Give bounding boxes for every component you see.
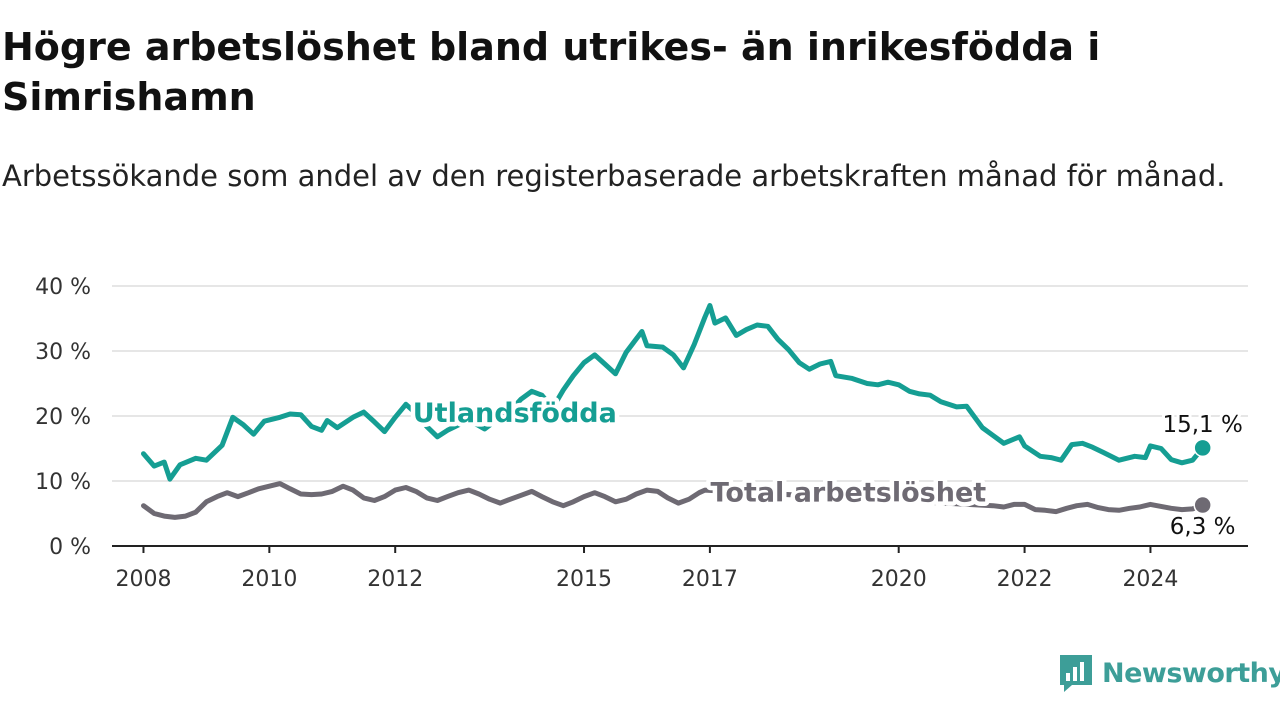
gridlines: [112, 285, 1248, 482]
end-point-markers: 15,1 % 6,3 %: [1159, 409, 1245, 543]
annotation-utlandsfodda: Utlandsfödda: [413, 398, 617, 429]
x-tick-label: 2012: [367, 567, 423, 592]
series-annotations: Utlandsfödda Total arbetslöshet: [408, 393, 991, 513]
chart-subtitle: Arbetssökande som andel av den registerb…: [2, 159, 1226, 193]
series-line-total: [141, 481, 1206, 520]
newsworthy-logo[interactable]: Newsworthy: [1058, 653, 1280, 693]
x-tick-label: 2015: [556, 567, 612, 592]
chart-title: Högre arbetslöshet bland utrikes- än inr…: [2, 25, 1101, 119]
series-line-utlandsfodda: [141, 303, 1206, 482]
annotation-total: Total arbetslöshet: [711, 478, 987, 509]
brand-name: Newsworthy: [1102, 657, 1280, 689]
x-tick-label: 2022: [997, 567, 1053, 592]
bar-chart-logo-icon: [1060, 655, 1092, 692]
x-axis: 2008 2010 2012 2015 2017 2020 2022 2024: [112, 545, 1248, 592]
y-tick-label: 0 %: [49, 535, 91, 560]
end-marker-utlandsfodda: [1193, 438, 1212, 458]
x-tick-label: 2017: [682, 567, 738, 592]
x-tick-label: 2024: [1122, 567, 1178, 592]
x-tick-label: 2008: [115, 567, 171, 592]
series-lines: [141, 303, 1206, 520]
x-tick-label: 2020: [871, 567, 927, 592]
y-axis-tick-labels: 0 % 10 % 20 % 30 % 40 %: [35, 275, 91, 560]
y-tick-label: 20 %: [35, 405, 91, 430]
end-label-utlandsfodda: 15,1 %: [1162, 412, 1242, 438]
y-tick-label: 10 %: [35, 470, 91, 495]
end-label-total: 6,3 %: [1170, 514, 1236, 540]
y-tick-label: 40 %: [35, 275, 91, 300]
end-marker-total: [1193, 495, 1212, 515]
y-tick-label: 30 %: [35, 340, 91, 365]
x-tick-label: 2010: [241, 567, 297, 592]
